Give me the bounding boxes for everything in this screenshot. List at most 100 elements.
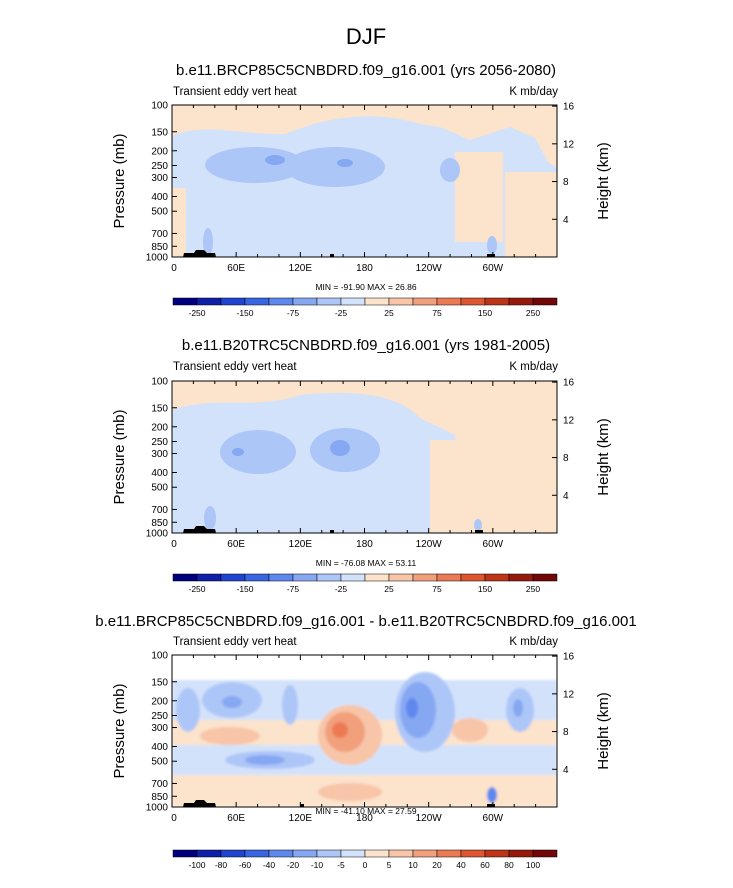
panel-1-field	[172, 105, 557, 257]
colorbar-swatch	[172, 849, 198, 858]
panel-2-right-label: K mb/day	[509, 361, 558, 373]
y-tick-label: 300	[151, 723, 168, 734]
colorbar-swatch	[268, 297, 294, 306]
y-tick-label: 200	[151, 146, 168, 157]
y-tick-label: 250	[151, 711, 168, 722]
y-axis-title: Pressure (mb)	[111, 683, 128, 778]
panel-3-title: b.e11.BRCP85C5CNBDRD.f09_g16.001 - b.e11…	[95, 613, 636, 630]
panel-3-right-label: K mb/day	[509, 636, 558, 648]
colorbar-swatch	[460, 573, 486, 582]
colorbar-swatch	[220, 573, 246, 582]
y-tick-label: 400	[151, 192, 168, 203]
y-tick-label: 500	[151, 483, 168, 494]
x-tick-label: 120W	[416, 539, 443, 550]
y-tick-label: 150	[151, 403, 168, 414]
colorbar-label: -100	[188, 860, 205, 870]
colorbar-label: 0	[363, 860, 368, 870]
colorbar-swatch	[532, 573, 558, 582]
colorbar-swatch	[460, 849, 486, 858]
y-tick-label: 150	[151, 127, 168, 138]
colorbar-label: 40	[456, 860, 466, 870]
colorbar-label: 5	[387, 860, 392, 870]
colorbar-swatch	[508, 573, 534, 582]
colorbar-swatch	[388, 297, 414, 306]
colorbar-label: -40	[263, 860, 276, 870]
panel-2-field	[172, 381, 557, 533]
colorbar-label: -150	[236, 308, 253, 318]
colorbar-swatch	[244, 297, 270, 306]
colorbar-swatch	[340, 297, 366, 306]
panel-2-title: b.e11.B20TRC5CNBDRD.f09_g16.001 (yrs 198…	[182, 337, 550, 354]
colorbar-label: -250	[188, 584, 205, 594]
y-tick-label: 850	[151, 518, 168, 529]
y2-tick-label: 16	[563, 102, 575, 113]
panel-1-right-label: K mb/day	[509, 86, 558, 98]
x-tick-label: 60E	[227, 813, 245, 824]
x-tick-label: 60E	[227, 539, 245, 550]
colorbar-swatch	[508, 849, 534, 858]
y-tick-label: 500	[151, 207, 168, 218]
colorbar-swatch	[436, 573, 462, 582]
panel-1-stats: MIN = -91.90 MAX = 26.86	[315, 282, 416, 292]
colorbar-label: -20	[287, 860, 300, 870]
colorbar-swatch	[196, 573, 222, 582]
colorbar-label: 250	[526, 308, 540, 318]
colorbar-swatch	[292, 849, 318, 858]
colorbar-swatch	[244, 573, 270, 582]
colorbar-swatch	[268, 849, 294, 858]
colorbar-swatch	[484, 573, 510, 582]
y-tick-label: 850	[151, 792, 168, 803]
y-tick-label: 1000	[146, 253, 169, 264]
y-tick-label: 150	[151, 677, 168, 688]
x-tick-label: 120W	[416, 813, 443, 824]
y-tick-label: 1000	[146, 529, 169, 540]
panel-1: b.e11.BRCP85C5CNBDRD.f09_g16.001 (yrs 20…	[111, 62, 612, 318]
colorbar-swatch	[388, 573, 414, 582]
colorbar-swatch	[268, 573, 294, 582]
colorbar-label: 250	[526, 584, 540, 594]
y-tick-label: 200	[151, 422, 168, 433]
colorbar-label: 60	[480, 860, 490, 870]
colorbar-swatch	[244, 849, 270, 858]
colorbar-label: 75	[432, 584, 442, 594]
colorbar-label: 20	[432, 860, 442, 870]
colorbar-swatch	[220, 297, 246, 306]
colorbar-swatch	[172, 297, 198, 306]
colorbar-swatch	[532, 297, 558, 306]
panel-2-stats: MIN = -76.08 MAX = 53.11	[316, 558, 417, 568]
y2-tick-label: 4	[563, 765, 569, 776]
colorbar-swatch	[388, 849, 414, 858]
colorbar-swatch	[220, 849, 246, 858]
colorbar-label: -5	[337, 860, 345, 870]
colorbar-label: 25	[384, 584, 394, 594]
panel-2: b.e11.B20TRC5CNBDRD.f09_g16.001 (yrs 198…	[111, 337, 612, 594]
y-axis-title: Pressure (mb)	[111, 409, 128, 504]
colorbar-swatch	[196, 849, 222, 858]
y-tick-label: 500	[151, 757, 168, 768]
colorbar-swatch	[436, 297, 462, 306]
x-tick-label: 120W	[416, 263, 443, 274]
colorbar-label: 10	[408, 860, 418, 870]
y2-tick-label: 16	[563, 378, 575, 389]
y2-tick-label: 12	[563, 415, 575, 426]
colorbar-swatch	[364, 297, 390, 306]
x-tick-label: 180	[356, 813, 373, 824]
colorbar-swatch	[412, 573, 438, 582]
colorbar-swatch	[484, 297, 510, 306]
panel-1-colorbar: -250 -150 -75 -25 25 75 150 250	[172, 297, 558, 318]
x-tick-label: 120E	[289, 813, 313, 824]
x-tick-label: 60W	[483, 539, 504, 550]
colorbar-label: -60	[239, 860, 252, 870]
y2-axis-title: Height (km)	[595, 418, 612, 496]
colorbar-label: -250	[188, 308, 205, 318]
y-tick-label: 200	[151, 696, 168, 707]
y-tick-label: 100	[151, 651, 168, 662]
y-axis-title: Pressure (mb)	[111, 133, 128, 228]
colorbar-swatch	[412, 849, 438, 858]
y2-tick-label: 8	[563, 177, 569, 188]
x-tick-label: 120E	[289, 263, 313, 274]
